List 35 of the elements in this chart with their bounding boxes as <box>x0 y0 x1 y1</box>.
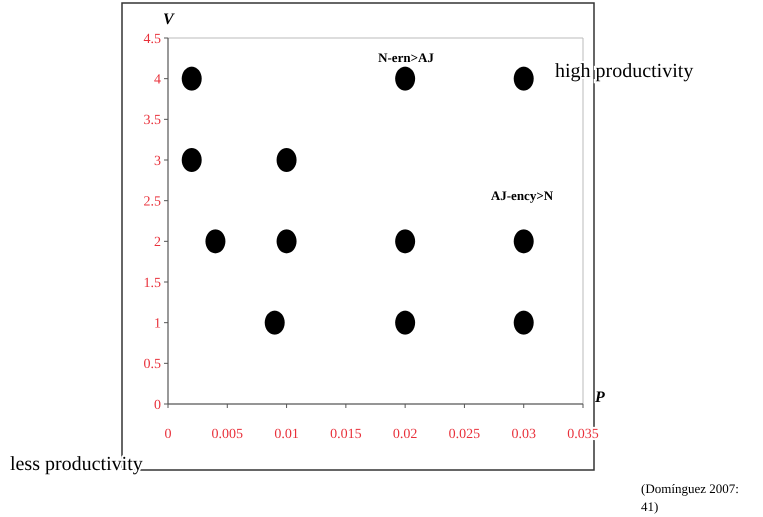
y-tick-label: 3 <box>154 154 161 169</box>
x-tick-label: 0.025 <box>448 427 480 442</box>
annotation: N-ern>AJ <box>378 50 434 65</box>
point <box>205 229 226 254</box>
text: (Domínguez 2007: 41) <box>641 481 739 514</box>
y-tick-label: 4.5 <box>144 32 161 47</box>
x-axis-title: P <box>594 389 605 406</box>
point <box>514 66 534 91</box>
annotation: high productivity <box>555 60 694 82</box>
point <box>514 229 534 254</box>
y-tick-label: 1.5 <box>144 276 161 291</box>
y-tick-label: 0.5 <box>144 357 161 372</box>
y-tick-label: 1 <box>154 316 161 332</box>
point <box>276 148 297 172</box>
x-tick-label: 0.01 <box>274 427 299 442</box>
x-tick-label: 0.015 <box>330 427 362 442</box>
point <box>395 66 416 91</box>
point <box>395 229 416 254</box>
point <box>276 229 297 254</box>
x-tick-label: 0 <box>164 427 172 442</box>
y-tick-label: 2.5 <box>144 194 161 210</box>
annotation: AJ-ency>N <box>490 188 554 203</box>
x-tick-label: 0.02 <box>392 427 418 442</box>
point <box>395 310 416 335</box>
y-tick-label: 3.5 <box>144 113 161 128</box>
y-axis-title: V <box>163 11 175 28</box>
point <box>514 310 534 335</box>
x-tick-label: 0.005 <box>212 427 244 442</box>
x-tick-label: 0.03 <box>511 427 536 442</box>
point <box>264 310 285 335</box>
point <box>182 66 202 91</box>
point <box>182 148 202 172</box>
y-tick-label: 2 <box>154 235 161 250</box>
y-tick-label: 0 <box>154 398 161 413</box>
y-tick-label: 4 <box>154 72 161 88</box>
